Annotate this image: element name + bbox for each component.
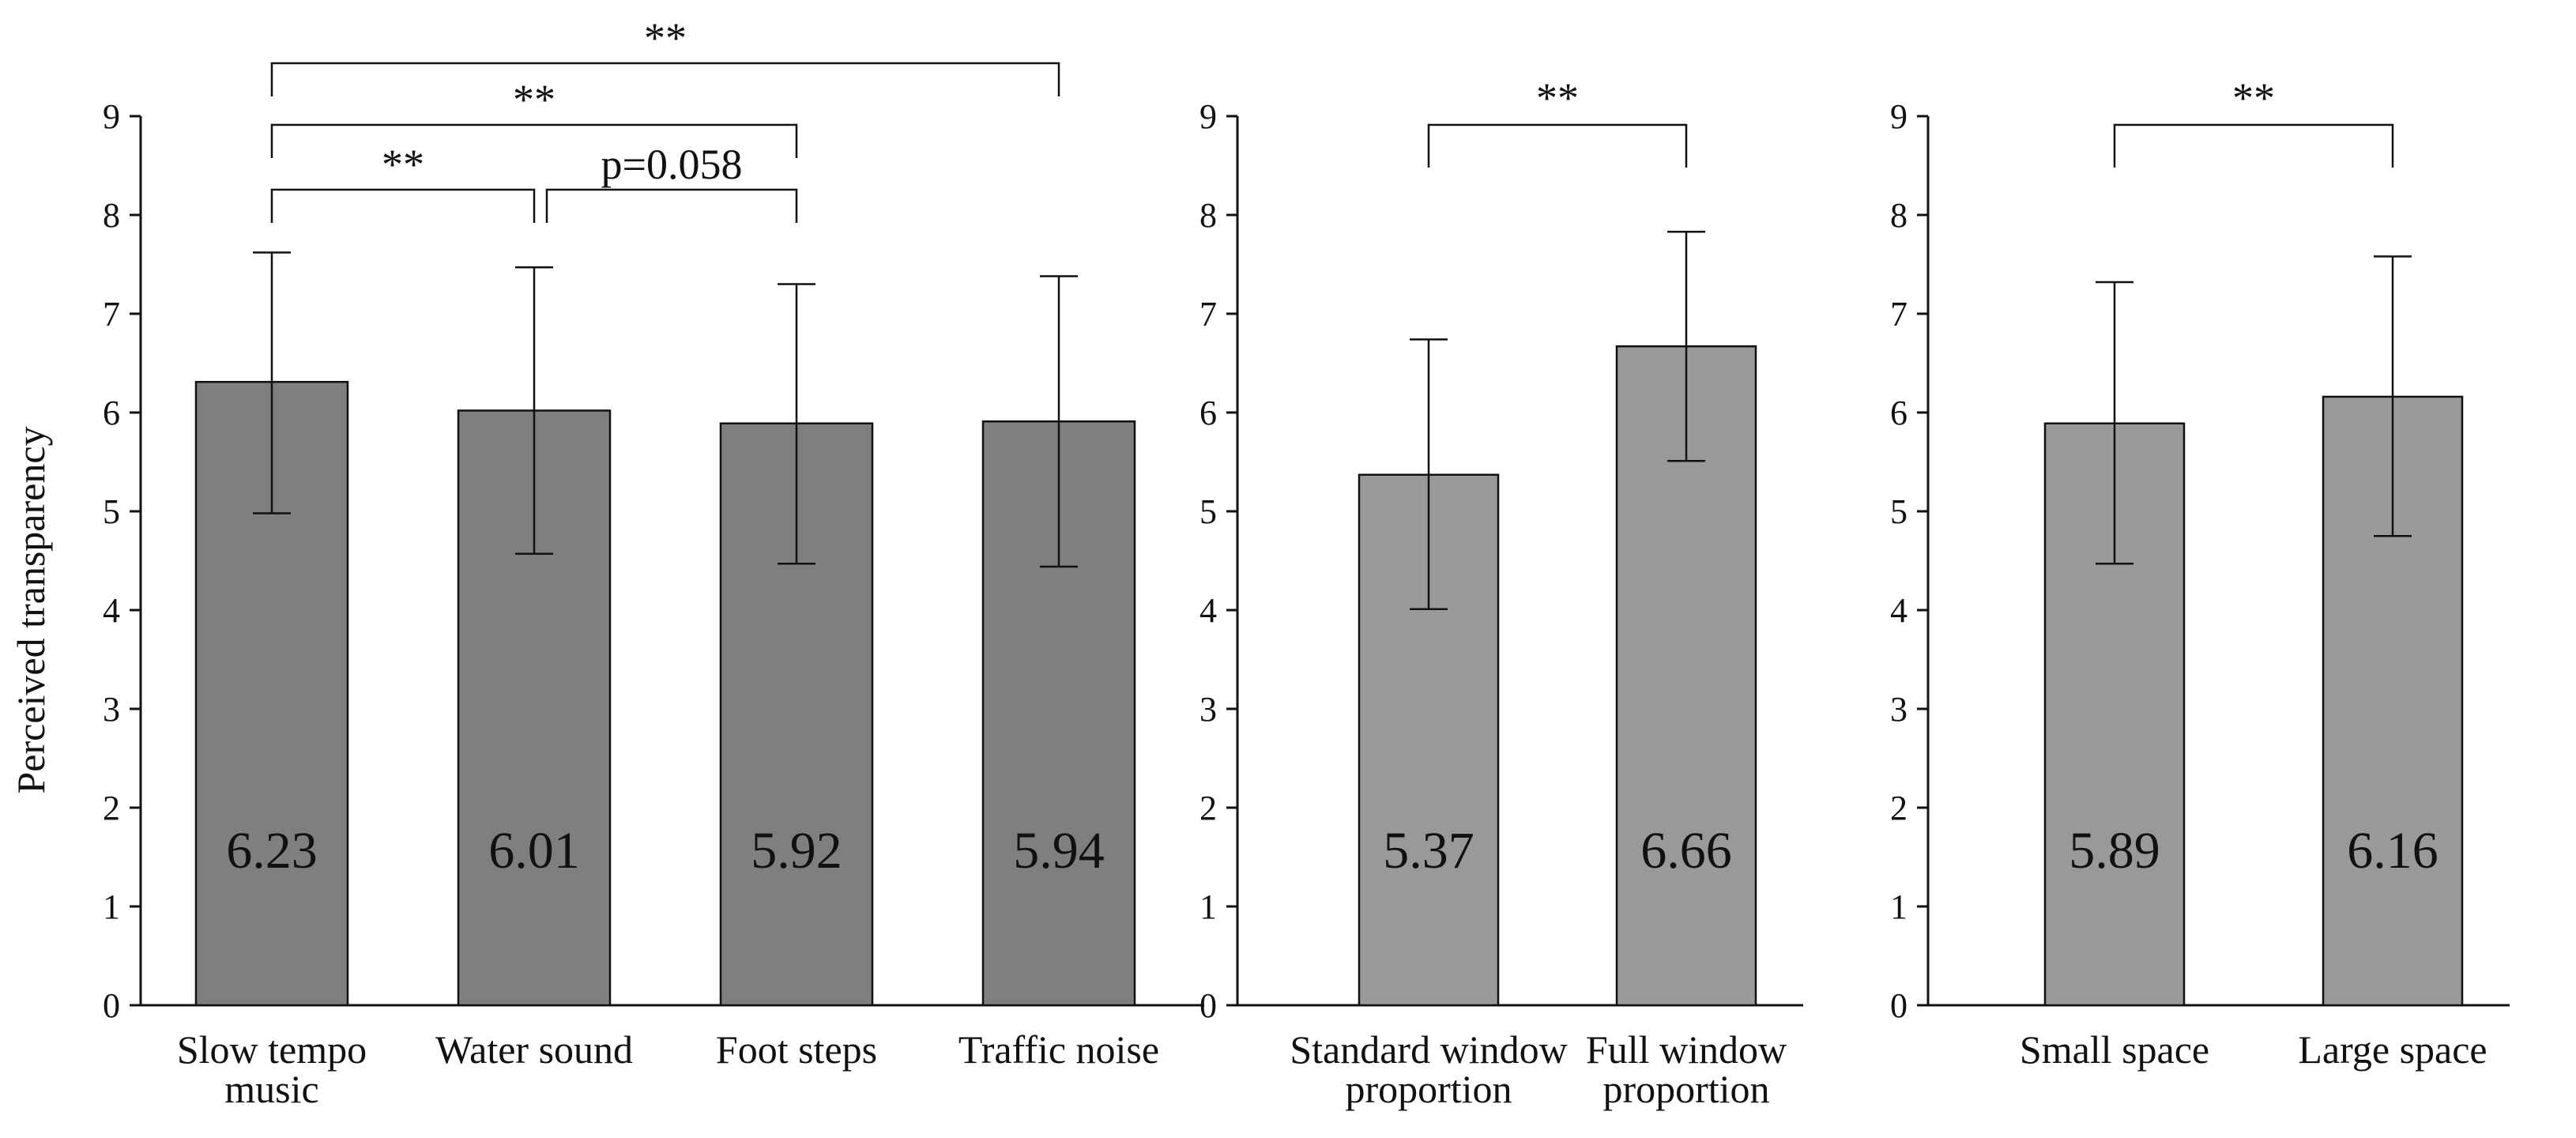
y-tick-label: 4: [1199, 591, 1217, 630]
category-label: Foot steps: [716, 1027, 877, 1072]
significance-bracket: [545, 188, 798, 223]
significance-label: **: [513, 76, 555, 123]
significance-label: **: [382, 141, 424, 188]
significance-bracket: [270, 188, 536, 223]
y-tick-label: 0: [103, 986, 120, 1025]
y-tick-label: 1: [103, 887, 120, 926]
y-tick-label: 7: [1890, 295, 1908, 333]
significance-bracket: [2113, 123, 2394, 168]
significance-label: p=0.058: [601, 141, 743, 188]
y-tick-label: 2: [1890, 789, 1908, 827]
data-label: 5.92: [751, 822, 842, 880]
category-label: Water sound: [435, 1027, 633, 1072]
y-tick-label: 5: [1199, 492, 1217, 531]
significance-bracket: [270, 123, 798, 158]
y-axis-title: Perceived transparency: [9, 426, 53, 793]
data-label: 5.94: [1013, 822, 1105, 880]
category-label-line: proportion: [1345, 1067, 1512, 1111]
y-tick-label: 8: [1199, 196, 1217, 235]
significance-bracket: [1427, 123, 1688, 168]
y-tick-label: 2: [1199, 789, 1217, 827]
data-label: 6.16: [2347, 822, 2439, 880]
y-tick-label: 3: [1199, 690, 1217, 729]
y-tick-label: 5: [103, 492, 120, 531]
category-label: Standard window proportion: [1290, 1027, 1567, 1111]
y-tick-label: 9: [1199, 97, 1217, 136]
significance-label: **: [644, 14, 687, 62]
category-label: Slow tempo music: [177, 1027, 367, 1111]
category-label-line: Slow tempo: [177, 1027, 367, 1072]
y-tick-label: 8: [103, 196, 120, 235]
y-tick-label: 7: [103, 295, 120, 333]
y-tick-label: 8: [1890, 196, 1908, 235]
category-label-line: music: [224, 1067, 318, 1111]
category-label-line: Standard window: [1290, 1027, 1567, 1072]
category-label-line: Traffic noise: [958, 1027, 1159, 1072]
data-label: 6.23: [226, 822, 318, 880]
chart-sound-type: 0 1 2 3 4 5 6 7 8 9 6.23 Slow tempo music 6.01 Water s…: [103, 14, 1204, 1111]
category-label-line: Large space: [2298, 1027, 2487, 1072]
category-label-line: Foot steps: [716, 1027, 877, 1072]
data-label: 6.01: [488, 822, 580, 880]
y-tick-label: 9: [1890, 97, 1908, 136]
significance-bracket: [270, 62, 1060, 96]
category-label-line: Water sound: [435, 1027, 633, 1072]
y-tick-label: 6: [1199, 394, 1217, 432]
significance-label: **: [2232, 74, 2275, 122]
category-label: Large space: [2298, 1027, 2487, 1072]
category-label: Traffic noise: [958, 1027, 1159, 1072]
chart-space-size: 0 1 2 3 4 5 6 7 8 9 5.89 Small space 6.16 Large space…: [1890, 74, 2510, 1072]
y-tick-label: 3: [1890, 690, 1908, 729]
y-tick-label: 5: [1890, 492, 1908, 531]
y-tick-label: 6: [103, 394, 120, 432]
y-tick-label: 7: [1199, 295, 1217, 333]
category-label-line: Small space: [2020, 1027, 2209, 1072]
data-label: 5.89: [2069, 822, 2160, 880]
data-label: 6.66: [1640, 822, 1732, 880]
significance-label: **: [1536, 74, 1579, 122]
y-tick-label: 4: [1890, 591, 1908, 630]
y-tick-label: 1: [1199, 887, 1217, 926]
y-tick-label: 9: [103, 97, 120, 136]
y-tick-label: 3: [103, 690, 120, 729]
y-tick-label: 6: [1890, 394, 1908, 432]
y-tick-label: 0: [1890, 986, 1908, 1025]
category-label: Full window proportion: [1586, 1027, 1787, 1111]
category-label: Small space: [2020, 1027, 2209, 1072]
category-label-line: Full window: [1586, 1027, 1787, 1072]
y-tick-label: 0: [1199, 986, 1217, 1025]
data-label: 5.37: [1383, 822, 1474, 880]
y-tick-label: 1: [1890, 887, 1908, 926]
y-tick-label: 2: [103, 789, 120, 827]
category-label-line: proportion: [1602, 1067, 1769, 1111]
y-tick-label: 4: [103, 591, 120, 630]
